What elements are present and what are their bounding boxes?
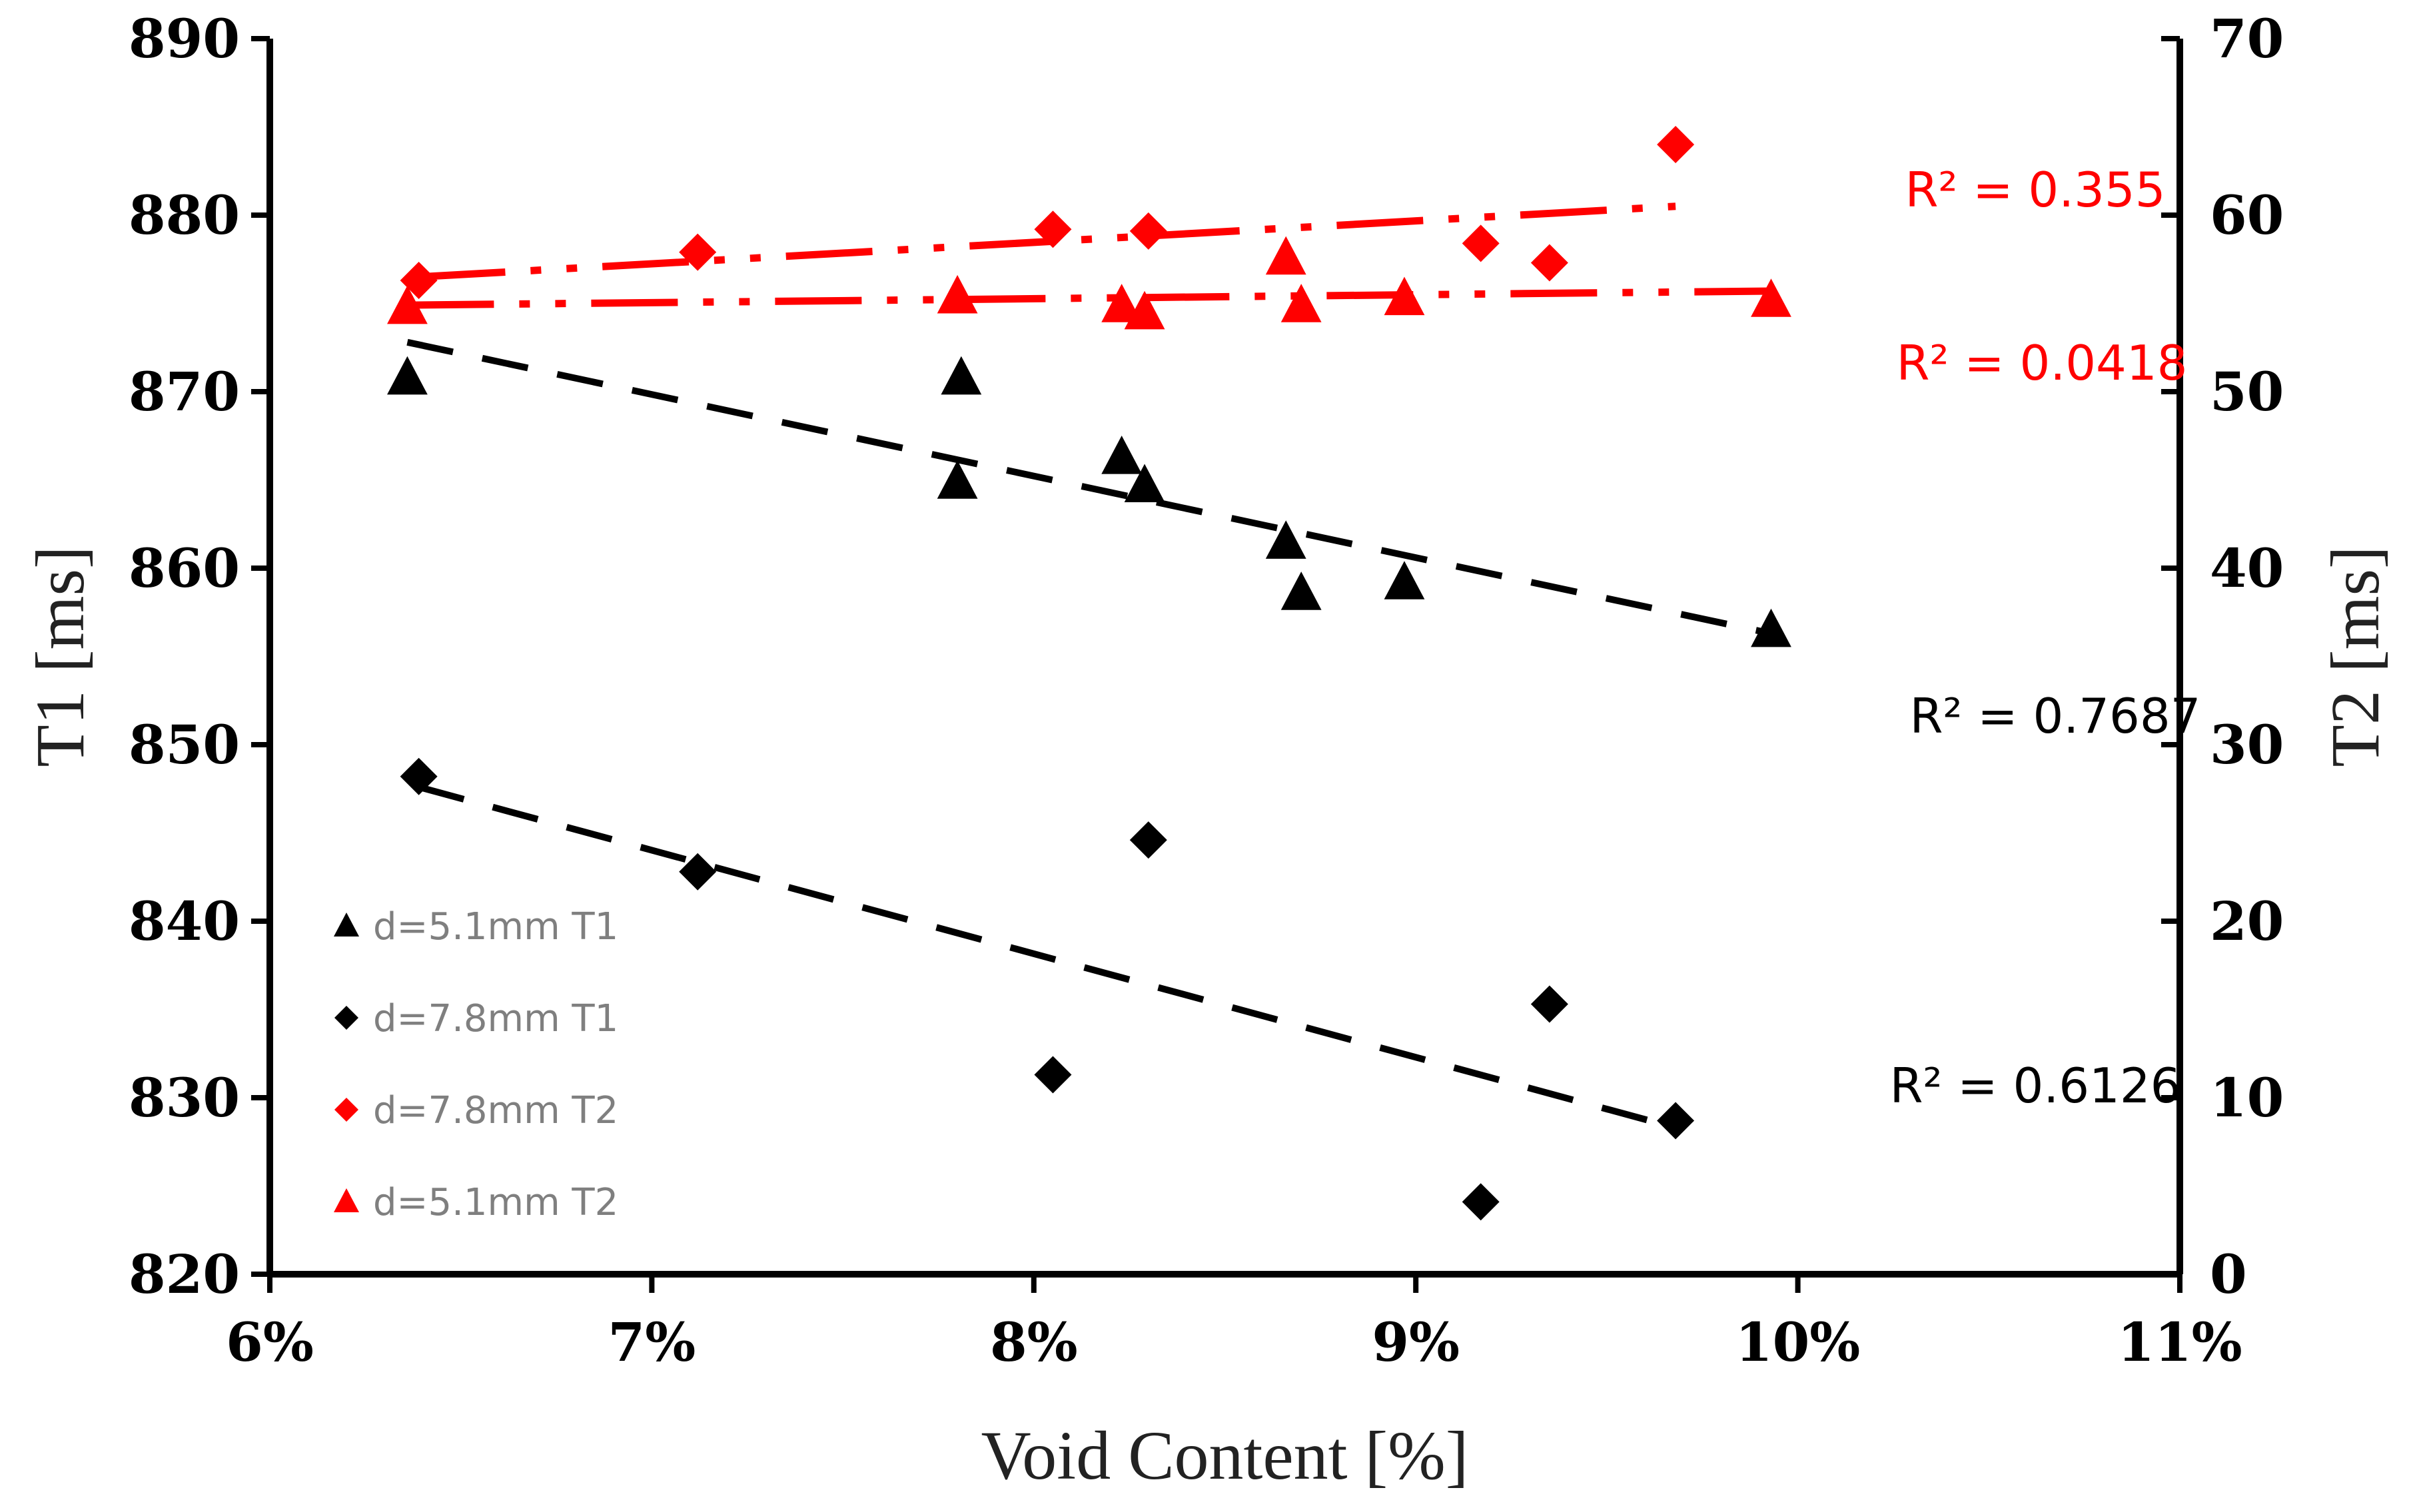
r2-label-d-5-1mm-t1: R² = 0.7687 — [1910, 688, 2201, 744]
marker-d-5-1mm-t2 — [1751, 278, 1791, 317]
y-left-tick-label: 890 — [129, 7, 240, 70]
y-right-tick-label: 40 — [2210, 537, 2284, 599]
legend-label: d=5.1mm T2 — [373, 1181, 618, 1224]
r2-label-d-7-8mm-t2: R² = 0.355 — [1905, 162, 2165, 218]
marker-d-7-8mm-t2 — [1462, 224, 1500, 262]
y-left-tick-label: 860 — [129, 537, 240, 599]
r2-label-d-5-1mm-t2: R² = 0.0418 — [1897, 335, 2188, 391]
marker-d-7-8mm-t1 — [400, 757, 438, 795]
x-tick-label: 10% — [1735, 1311, 1860, 1373]
legend-label: d=5.1mm T1 — [373, 905, 618, 948]
legend-entry: d=5.1mm T2 — [334, 1181, 618, 1224]
y-left-tick-label: 850 — [129, 713, 240, 776]
marker-d-7-8mm-t1 — [679, 853, 717, 891]
y-right-tick-label: 20 — [2210, 890, 2284, 952]
plot-frame — [251, 36, 2183, 1293]
marker-d-7-8mm-t2 — [1657, 126, 1695, 163]
marker-d-5-1mm-t1 — [1101, 436, 1143, 474]
marker-d-5-1mm-t2 — [1265, 236, 1306, 275]
marker-d-5-1mm-t1 — [941, 356, 982, 395]
y-axis-left-title: T1 [ms] — [22, 546, 99, 767]
trendline-d-5-1mm-t1 — [406, 338, 1772, 637]
trendline-d-5-1mm-t2 — [407, 287, 1771, 309]
x-axis-title: Void Content [%] — [981, 1417, 1469, 1494]
marker-d-5-1mm-t2 — [387, 285, 428, 324]
legend-marker — [334, 1098, 358, 1122]
y-left-tick-label: 840 — [129, 890, 240, 952]
marker-d-5-1mm-t1 — [1751, 608, 1791, 647]
marker-d-5-1mm-t1 — [1265, 520, 1306, 559]
y-right-tick-label: 70 — [2210, 7, 2284, 70]
marker-d-7-8mm-t1 — [1129, 821, 1167, 859]
marker-d-5-1mm-t2 — [1124, 290, 1165, 330]
y-left-tick-label: 870 — [129, 360, 240, 423]
marker-d-7-8mm-t1 — [1034, 1056, 1072, 1094]
marker-d-7-8mm-t2 — [1530, 244, 1568, 282]
marker-d-5-1mm-t2 — [1101, 284, 1143, 322]
legend: d=5.1mm T1 d=7.8mm T1 d=7.8mm T2 d=5.1mm T2 — [334, 905, 618, 1224]
legend-entry: d=7.8mm T2 — [334, 1089, 618, 1132]
trendline-layer — [406, 202, 1772, 1131]
marker-d-5-1mm-t2 — [1280, 284, 1322, 322]
trendline-d-7-8mm-t1 — [418, 783, 1677, 1131]
marker-d-7-8mm-t2 — [679, 233, 717, 271]
y-left-tick-label: 820 — [129, 1243, 240, 1306]
marker-d-5-1mm-t1 — [1124, 464, 1165, 503]
marker-d-5-1mm-t2 — [937, 274, 978, 314]
y-right-tick-label: 10 — [2210, 1066, 2284, 1129]
legend-entry: d=7.8mm T1 — [334, 997, 618, 1040]
r2-label-d-7-8mm-t1: R² = 0.6126 — [1890, 1058, 2181, 1114]
x-tick-label: 9% — [1372, 1311, 1460, 1373]
legend-marker — [334, 1006, 358, 1030]
marker-d-5-1mm-t1 — [1384, 561, 1425, 599]
marker-d-7-8mm-t1 — [1530, 985, 1568, 1023]
marker-d-5-1mm-t1 — [387, 356, 428, 395]
x-tick-label: 7% — [608, 1311, 696, 1373]
y-axis-right-title: T2 [ms] — [2317, 546, 2394, 767]
legend-label: d=7.8mm T2 — [373, 1089, 618, 1132]
x-tick-label: 8% — [990, 1311, 1078, 1373]
marker-d-7-8mm-t2 — [1034, 210, 1072, 248]
y-left-tick-label: 880 — [129, 184, 240, 246]
marker-d-7-8mm-t1 — [1657, 1102, 1695, 1140]
marker-d-5-1mm-t1 — [1280, 571, 1322, 610]
y-right-tick-label: 60 — [2210, 184, 2284, 246]
marker-d-5-1mm-t1 — [937, 460, 978, 499]
marker-d-7-8mm-t2 — [1129, 212, 1167, 250]
marker-d-7-8mm-t1 — [1462, 1183, 1500, 1221]
marker-layer — [387, 126, 1791, 1221]
text-layer: 6% 7% 8% 9% 10% 11% 820 830 840 850 860 870 880 890 0 1… — [22, 7, 2394, 1494]
marker-d-5-1mm-t2 — [1384, 276, 1425, 316]
y-right-tick-label: 30 — [2210, 713, 2284, 776]
legend-marker — [334, 1188, 359, 1212]
x-tick-label: 11% — [2117, 1311, 2242, 1373]
legend-marker — [334, 913, 359, 937]
legend-entry: d=5.1mm T1 — [334, 905, 618, 948]
x-tick-label: 6% — [226, 1311, 314, 1373]
y-right-tick-label: 50 — [2210, 360, 2284, 423]
legend-label: d=7.8mm T1 — [373, 997, 618, 1040]
y-left-tick-label: 830 — [129, 1066, 240, 1129]
y-right-tick-label: 0 — [2210, 1243, 2247, 1306]
